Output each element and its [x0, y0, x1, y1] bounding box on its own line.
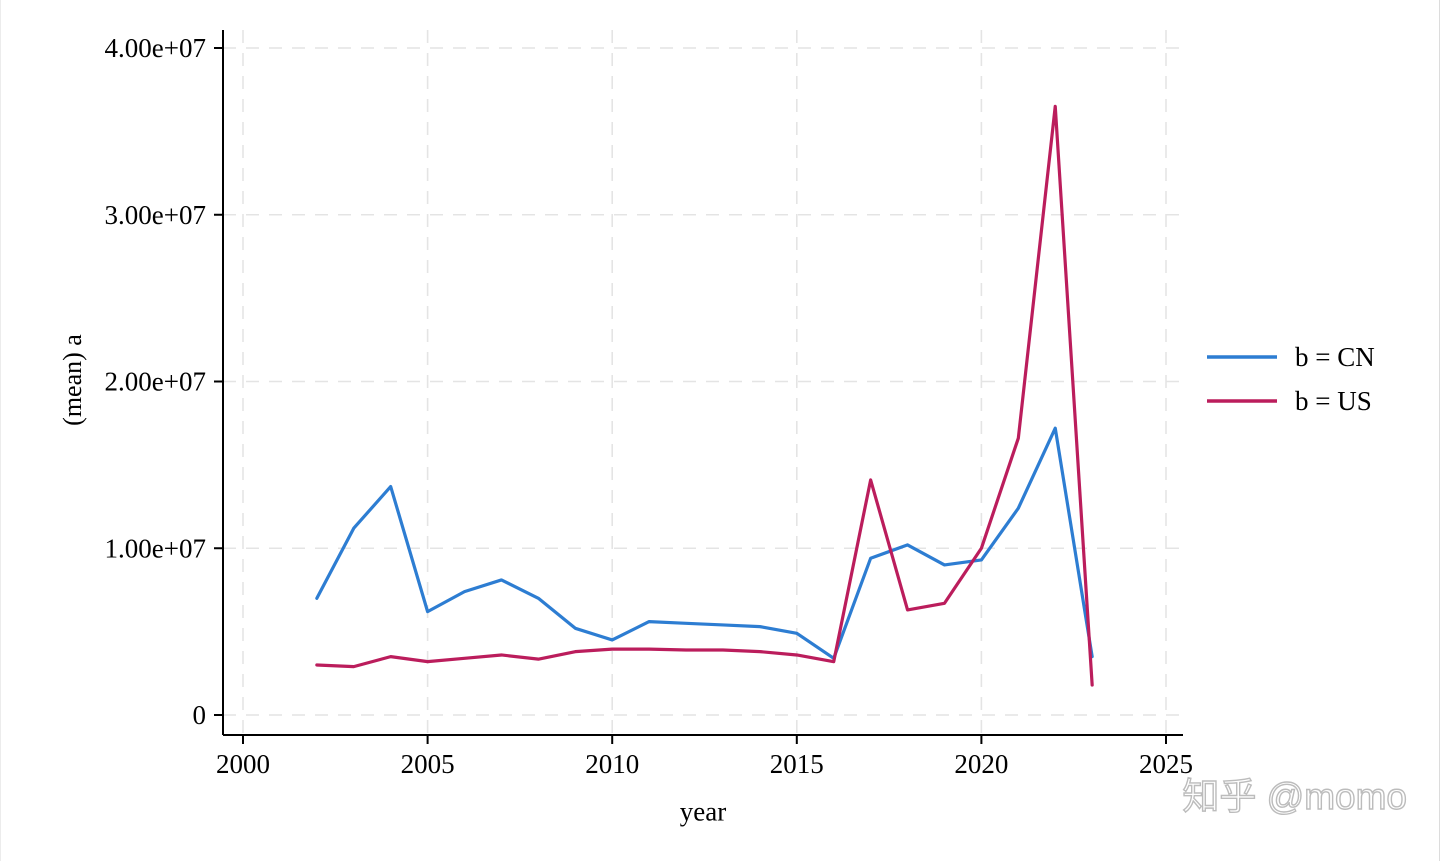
zhihu-watermark: 知乎 @momo [1182, 775, 1408, 817]
x-axis-tick-label: 2010 [585, 749, 639, 779]
x-axis-tick-label: 2005 [401, 749, 455, 779]
x-axis-tick-label: 2000 [216, 749, 270, 779]
legend-entry-us: b = US [1206, 386, 1375, 416]
series-line-cn [315, 426, 1094, 660]
x-axis-title: year [679, 796, 727, 827]
legend-entry-cn: b = CN [1206, 342, 1375, 372]
y-axis-tick-label: 0 [193, 700, 207, 730]
series-line-us [315, 104, 1094, 687]
y-axis-tick-label: 3.00e+07 [105, 200, 206, 230]
legend-label-us: b = US [1295, 385, 1372, 416]
legend-label-cn: b = CN [1295, 341, 1375, 372]
watermark-text: 知乎 @momo [1182, 776, 1407, 817]
y-axis-title: (mean) a [58, 334, 87, 426]
y-axis-tick-label: 1.00e+07 [105, 533, 206, 563]
y-axis-tick-label: 4.00e+07 [105, 33, 206, 63]
axes-layer: 0 1.00e+07 2.00e+07 3.00e+07 4.00e+07 2000 200… [105, 30, 1193, 779]
x-axis-tick-label: 2015 [770, 749, 824, 779]
x-axis-tick-label: 2025 [1139, 749, 1193, 779]
legend-line-cn-swatch [1207, 355, 1277, 359]
y-axis-tick-label: 2.00e+07 [105, 367, 206, 397]
legend-line-us-swatch [1207, 399, 1277, 403]
legend: b = CN b = US [1206, 342, 1375, 416]
x-axis-tick-label: 2020 [954, 749, 1008, 779]
data-series-layer [315, 104, 1094, 687]
gridlines-layer [223, 30, 1183, 735]
